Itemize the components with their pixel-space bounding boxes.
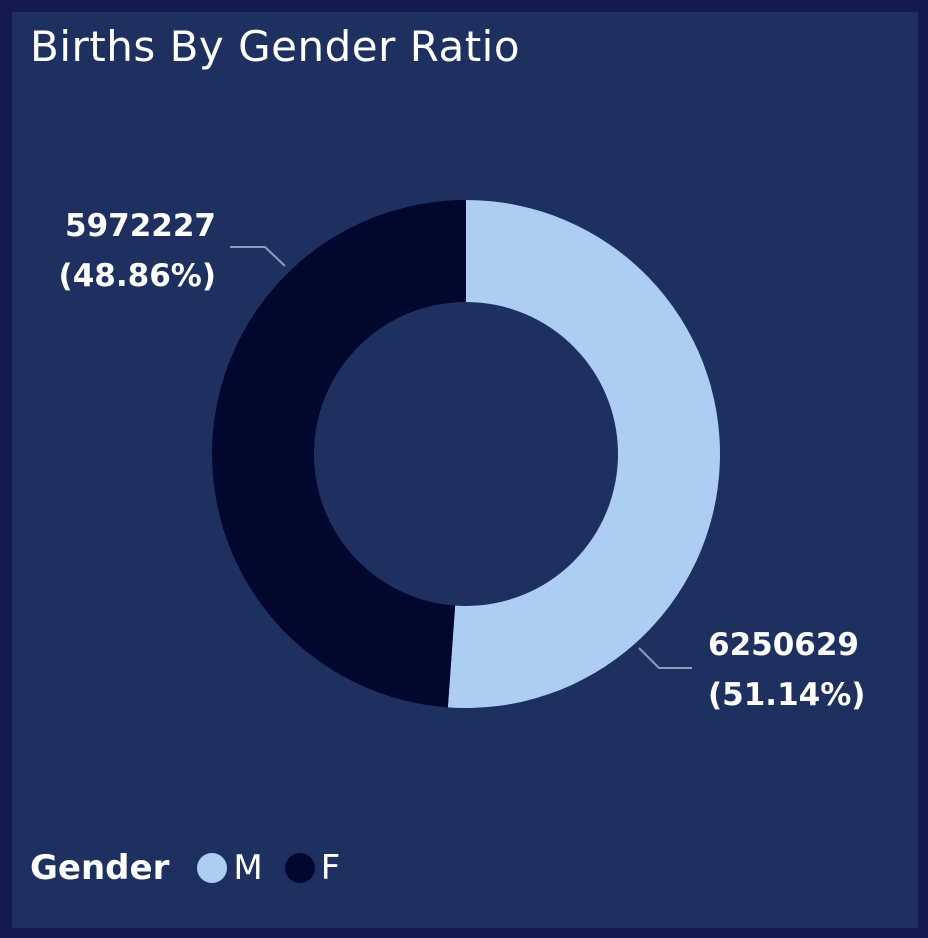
legend-title: Gender <box>30 848 170 888</box>
leader-line-m <box>638 647 692 669</box>
chart-title: Births By Gender Ratio <box>30 22 521 71</box>
legend-item-f[interactable]: F <box>284 848 341 888</box>
donut-slice-m[interactable] <box>447 200 720 708</box>
legend-label-f: F <box>320 848 341 888</box>
legend-marker-f <box>284 853 315 883</box>
legend-item-m[interactable]: M <box>197 848 263 888</box>
donut-slice-f[interactable] <box>211 200 466 708</box>
legend: Gender M F <box>30 848 362 888</box>
data-label-value-m: 6250629 <box>708 627 859 663</box>
legend-marker-m <box>197 853 228 883</box>
chart-card: Births By Gender Ratio 6250629 (51.14%) 59… <box>12 12 918 928</box>
leader-line-f <box>230 246 286 267</box>
data-label-percent-m: (51.14%) <box>708 677 865 713</box>
donut-chart: 6250629 (51.14%) 5972227 (48.86%) <box>59 200 865 713</box>
data-label-percent-f: (48.86%) <box>59 258 216 294</box>
legend-label-m: M <box>233 848 263 888</box>
data-label-value-f: 5972227 <box>65 208 216 244</box>
